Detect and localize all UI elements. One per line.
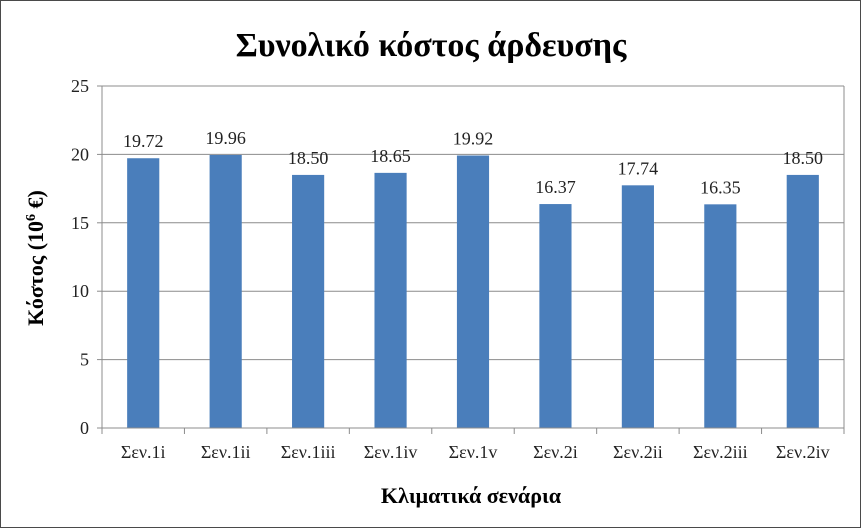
x-tick-label: Σεν.1ii [201, 442, 251, 462]
x-tick-label: Σεν.1iii [281, 442, 336, 462]
chart-title: Συνολικό κόστος άρδευσης [236, 27, 627, 64]
y-tick-label: 20 [71, 144, 89, 164]
y-tick-label: 5 [80, 350, 89, 370]
bar [292, 174, 325, 428]
x-tick-label: Σεν.2ii [613, 442, 663, 462]
y-axis-title-suffix: €) [23, 190, 48, 214]
x-tick-label: Σεν.2iv [776, 442, 830, 462]
bars [102, 154, 844, 429]
y-tick-label: 25 [71, 76, 89, 96]
y-tick-label: 15 [71, 213, 89, 233]
x-tick-label: Σεν.2iii [693, 442, 748, 462]
bar [621, 185, 654, 428]
bar [539, 204, 572, 428]
data-label: 17.74 [618, 158, 659, 178]
x-axis-title: Κλιματικά σενάρια [381, 483, 562, 508]
data-label: 19.72 [123, 131, 164, 151]
x-tick-label: Σεν.1i [121, 442, 166, 462]
bar [127, 158, 160, 428]
data-label: 16.35 [700, 177, 741, 197]
data-label: 18.50 [783, 148, 824, 168]
bar [374, 172, 407, 428]
bar [704, 204, 737, 428]
bar [209, 154, 242, 428]
data-label: 18.50 [288, 148, 329, 168]
data-label: 18.65 [370, 146, 411, 166]
bar [786, 174, 819, 428]
y-axis-title-main: Κόστος (10 [23, 221, 48, 326]
data-label: 19.92 [453, 128, 494, 148]
y-axis-title: Κόστος (106 €) [23, 190, 48, 326]
data-label: 19.96 [205, 128, 246, 148]
y-tick-label: 0 [80, 418, 89, 438]
data-labels: 19.72 19.96 18.50 18.65 19.92 16.37 17.74 16.35… [123, 128, 823, 197]
y-tick-label: 10 [71, 281, 89, 301]
x-tick-label: Σεν.2i [533, 442, 578, 462]
x-tick-label: Σεν.1v [449, 442, 498, 462]
x-axis-ticks: Σεν.1i Σεν.1ii Σεν.1iii Σεν.1iv Σεν.1v Σεν.2i… [101, 428, 845, 462]
y-axis-title-sup: 6 [24, 214, 39, 221]
x-tick-label: Σεν.1iv [364, 442, 418, 462]
data-label: 16.37 [535, 177, 576, 197]
y-axis-ticks: 0 5 10 15 20 25 [71, 76, 102, 438]
bar [456, 155, 490, 429]
